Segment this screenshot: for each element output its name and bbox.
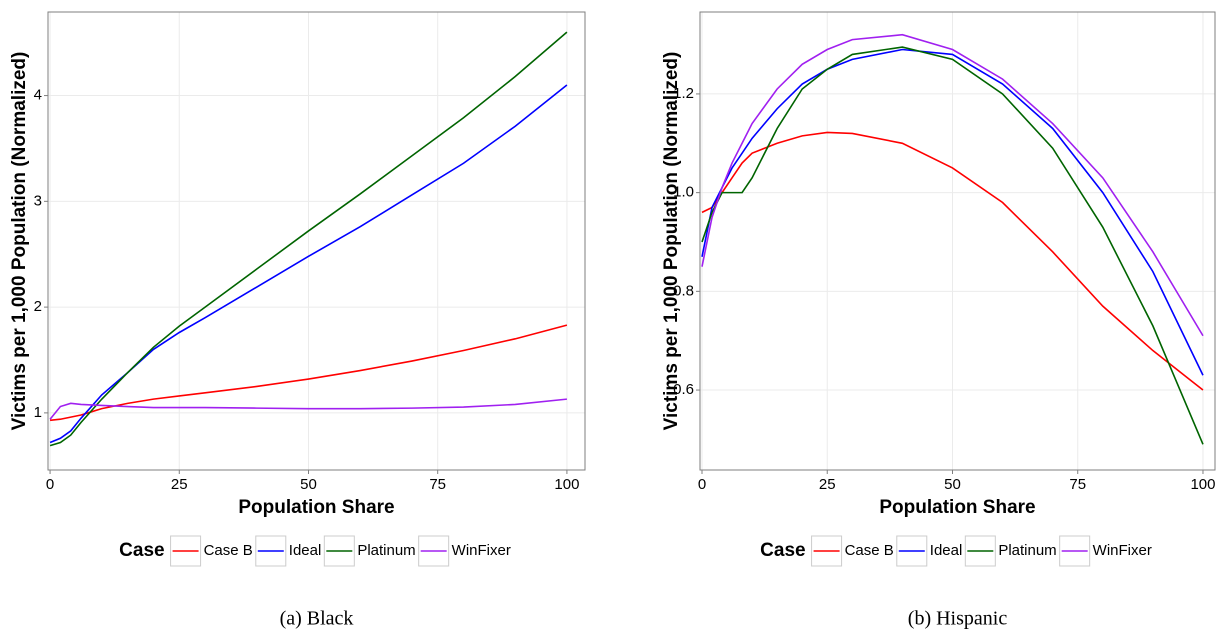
legend-label: WinFixer [1093, 542, 1152, 559]
legend-label: WinFixer [452, 542, 511, 559]
legend-label: Ideal [930, 542, 963, 559]
y-axis-title: Victims per 1,000 Population (Normalized… [661, 52, 682, 431]
series-line [49, 84, 568, 444]
x-tick-label: 25 [171, 476, 188, 493]
x-tick-label: 0 [698, 476, 706, 493]
series-line [701, 33, 1204, 337]
legend: Case Case B Ideal Platinum WinFixer [760, 535, 1152, 567]
caption: (b) Hispanic [908, 608, 1008, 630]
panel-border [47, 11, 586, 471]
legend-label: Case B [204, 542, 253, 559]
y-tick-label: 0.8 [673, 282, 694, 299]
x-tick-label: 0 [46, 476, 54, 493]
plot-panel [700, 12, 1215, 470]
y-tick-label: 2 [34, 298, 42, 315]
x-tick-label: 100 [554, 476, 579, 493]
legend-title: Case [760, 540, 805, 561]
x-tick-label: 25 [819, 476, 836, 493]
y-tick-label: 3 [34, 192, 42, 209]
y-tick-label: 0.6 [673, 381, 694, 398]
legend-label: Platinum [357, 542, 415, 559]
x-tick-label: 100 [1190, 476, 1215, 493]
plot-panel [48, 12, 585, 470]
legend-label: Case B [845, 542, 894, 559]
panel-border [699, 11, 1216, 471]
x-axis-title: Population Share [238, 497, 394, 518]
series-line [701, 131, 1204, 391]
legend-title: Case [119, 540, 164, 561]
y-tick-label: 1 [34, 404, 42, 421]
x-tick-label: 50 [300, 476, 317, 493]
x-axis-title: Population Share [879, 497, 1035, 518]
y-tick-label: 4 [34, 87, 42, 104]
legend: Case Case B Ideal Platinum WinFixer [119, 535, 511, 567]
series-line [49, 324, 568, 422]
y-tick-label: 1.2 [673, 85, 694, 102]
y-tick-label: 1.0 [673, 184, 694, 201]
series-line [49, 31, 568, 447]
caption: (a) Black [280, 608, 354, 630]
y-axis-title: Victims per 1,000 Population (Normalized… [9, 52, 30, 431]
series-line [49, 398, 567, 420]
x-tick-label: 75 [429, 476, 446, 493]
series-line [701, 46, 1204, 445]
x-tick-label: 75 [1069, 476, 1086, 493]
x-tick-label: 50 [944, 476, 961, 493]
legend-label: Ideal [289, 542, 322, 559]
legend-label: Platinum [998, 542, 1056, 559]
